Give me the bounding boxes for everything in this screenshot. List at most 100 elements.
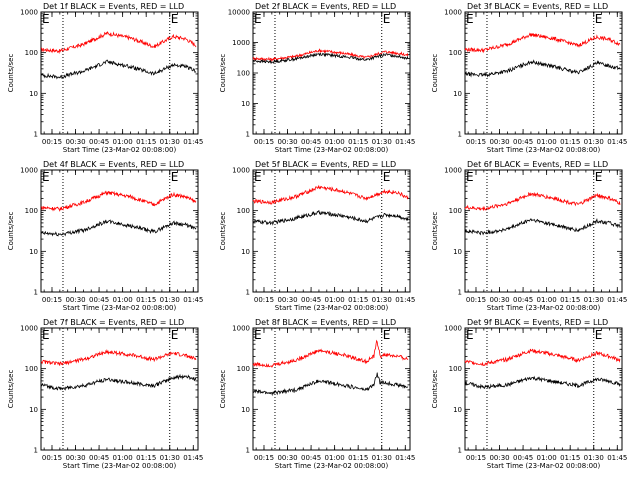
y-tick-label: 1 [246, 447, 250, 455]
panel-title: Det 9f BLACK = Events, RED = LLD [467, 318, 608, 327]
lld-series-line [252, 339, 409, 368]
x-tick-label: 01:00 [113, 454, 133, 462]
y-tick-label: 1000 [444, 167, 462, 175]
x-tick-label: 01:45 [395, 296, 415, 304]
x-tick-label: 01:30 [372, 454, 392, 462]
y-tick-label: 1 [246, 131, 250, 139]
y-tick-label: 1000 [232, 167, 250, 175]
x-tick-label: 01:15 [348, 138, 368, 146]
lld-series-line [40, 190, 197, 212]
panel-title: Det 8f BLACK = Events, RED = LLD [255, 318, 396, 327]
x-tick-label: 01:00 [537, 138, 557, 146]
x-tick-label: 01:30 [160, 138, 180, 146]
x-tick-label: 01:15 [560, 296, 580, 304]
x-tick-label: 00:30 [277, 296, 297, 304]
detector-panel-6: Det 6f BLACK = Events, RED = LLD 1 10 100 10… [431, 160, 627, 312]
y-axis-label: Counts/sec [219, 212, 227, 251]
x-tick-label: 00:15 [42, 138, 62, 146]
x-tick-label: 00:45 [89, 296, 109, 304]
y-tick-label: 10000 [228, 9, 250, 17]
y-tick-label: 1 [34, 289, 38, 297]
detector-panel-5: Det 5f BLACK = Events, RED = LLD 1 10 100 10… [219, 160, 415, 312]
detector-panel-2: Det 2f BLACK = Events, RED = LLD 1 10 100 10… [219, 2, 415, 154]
y-tick-label: 1000 [232, 325, 250, 333]
x-tick-label: 01:00 [113, 138, 133, 146]
y-tick-label: 100 [25, 365, 38, 373]
x-tick-label: 00:45 [89, 454, 109, 462]
lld-series-line [464, 32, 621, 54]
x-tick-label: 01:15 [136, 454, 156, 462]
x-tick-label: 00:15 [254, 296, 274, 304]
events-series-line [40, 373, 197, 391]
y-tick-label: 1 [34, 447, 38, 455]
x-tick-label: 00:15 [254, 454, 274, 462]
x-tick-label: 01:00 [325, 454, 345, 462]
x-tick-label: 00:30 [65, 454, 85, 462]
x-tick-label: 00:45 [89, 138, 109, 146]
x-tick-label: 00:45 [513, 138, 533, 146]
lld-series-line [464, 191, 621, 211]
x-tick-label: 01:15 [348, 296, 368, 304]
x-tick-label: 00:15 [466, 454, 486, 462]
flag-label-left: E [466, 170, 474, 184]
flag-label-right: E [383, 328, 391, 342]
x-tick-label: 00:15 [42, 296, 62, 304]
events-series-line [252, 372, 409, 397]
lld-series-line [41, 30, 197, 55]
y-axis-label: Counts/sec [7, 212, 15, 251]
x-tick-label: 01:30 [372, 296, 392, 304]
y-tick-label: 10 [453, 90, 462, 98]
y-tick-label: 1 [458, 131, 462, 139]
x-tick-label: 00:15 [466, 138, 486, 146]
lld-series-line [40, 348, 197, 366]
plot-frame [252, 169, 411, 293]
lld-series-line [252, 48, 409, 62]
x-tick-label: 00:30 [277, 138, 297, 146]
x-axis-label: Start Time (23-Mar-02 00:08:00) [275, 304, 389, 312]
y-tick-label: 10 [453, 406, 462, 414]
x-tick-label: 01:30 [372, 138, 392, 146]
plot-frame [252, 327, 411, 451]
flag-label-right: E [595, 328, 603, 342]
y-axis-label: Counts/sec [431, 212, 439, 251]
y-tick-label: 100 [237, 207, 250, 215]
y-tick-label: 10 [29, 406, 38, 414]
plot-frame [40, 169, 199, 293]
detector-panel-4: Det 4f BLACK = Events, RED = LLD 1 10 100 10… [7, 160, 203, 312]
y-tick-label: 10 [29, 90, 38, 98]
events-series-line [464, 59, 621, 78]
x-tick-label: 01:45 [395, 138, 415, 146]
x-tick-label: 01:15 [136, 138, 156, 146]
x-tick-label: 00:15 [42, 454, 62, 462]
detector-panel-7: Det 7f BLACK = Events, RED = LLD 1 10 100 10… [7, 318, 203, 470]
y-tick-label: 1 [34, 131, 38, 139]
x-tick-label: 01:00 [537, 296, 557, 304]
x-tick-label: 01:45 [607, 138, 627, 146]
events-series-line [252, 52, 409, 65]
x-tick-label: 01:30 [160, 296, 180, 304]
x-tick-label: 00:45 [513, 454, 533, 462]
flag-label-right: E [595, 170, 603, 184]
x-tick-label: 01:00 [325, 138, 345, 146]
x-tick-label: 01:00 [113, 296, 133, 304]
x-tick-label: 01:15 [560, 454, 580, 462]
x-tick-label: 01:45 [607, 454, 627, 462]
y-tick-label: 100 [449, 49, 462, 57]
y-tick-label: 1000 [20, 325, 38, 333]
detector-panel-3: Det 3f BLACK = Events, RED = LLD 1 10 100 10… [431, 2, 627, 154]
plot-frame [40, 327, 199, 451]
events-series-line [40, 219, 197, 237]
panel-title: Det 3f BLACK = Events, RED = LLD [467, 2, 608, 11]
x-tick-label: 01:45 [607, 296, 627, 304]
flag-label-left: E [466, 328, 474, 342]
x-axis-label: Start Time (23-Mar-02 00:08:00) [63, 146, 177, 154]
flag-label-left: E [254, 328, 262, 342]
x-tick-label: 01:30 [584, 296, 604, 304]
x-tick-label: 00:15 [466, 296, 486, 304]
x-tick-label: 00:30 [65, 138, 85, 146]
plot-frame [464, 327, 623, 451]
y-tick-label: 1000 [444, 325, 462, 333]
panel-title: Det 6f BLACK = Events, RED = LLD [467, 160, 608, 169]
y-tick-label: 1000 [20, 167, 38, 175]
